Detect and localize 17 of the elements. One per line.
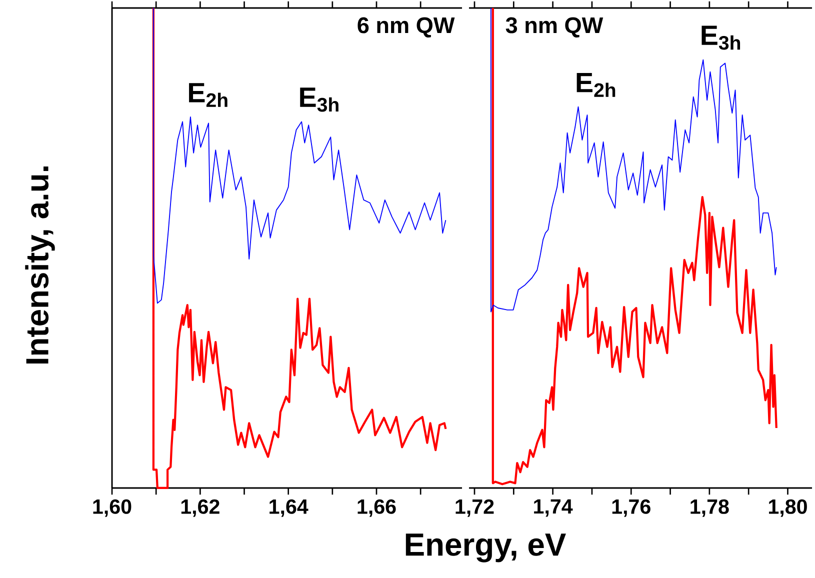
chart-title: 3 nm QW <box>506 17 604 38</box>
x-tick-label: 1,60 <box>93 499 132 517</box>
x-tick-label: 1,76 <box>612 499 650 517</box>
annotation: E$_{2h}$ <box>189 83 228 107</box>
x-axis-title: Energy, eV <box>406 534 566 562</box>
annotation: E$_{2h}$ <box>576 72 616 97</box>
x-tick-label: 1,80 <box>768 499 807 517</box>
x-tick-label: 1,64 <box>270 499 308 517</box>
annotation: E$_{3h}$ <box>300 88 338 112</box>
x-tick-label: 1,66 <box>358 499 396 517</box>
y-axis-title: Intensity, a.u. <box>25 166 55 364</box>
annotation: E$_{3h}$ <box>702 26 740 50</box>
x-tick-label: 1,62 <box>181 499 220 517</box>
x-tick-label: 1,74 <box>534 499 573 517</box>
x-tick-label: 1,78 <box>690 499 729 517</box>
x-tick-label: 1,72 <box>456 499 494 517</box>
chart-title: 6 nm QW <box>358 17 455 38</box>
